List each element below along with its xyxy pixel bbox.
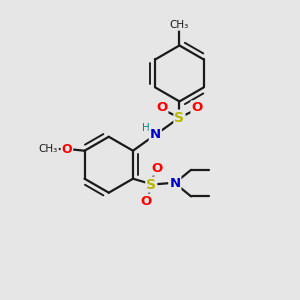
Text: N: N — [169, 177, 180, 190]
Text: O: O — [156, 101, 167, 114]
Text: O: O — [140, 195, 152, 208]
Text: O: O — [191, 101, 203, 114]
Text: S: S — [146, 178, 156, 192]
Text: O: O — [151, 162, 162, 175]
Text: O: O — [61, 143, 72, 156]
Text: S: S — [174, 111, 184, 124]
Text: H: H — [142, 123, 150, 133]
Text: N: N — [150, 128, 161, 141]
Text: CH₃: CH₃ — [39, 144, 58, 154]
Text: CH₃: CH₃ — [170, 20, 189, 30]
